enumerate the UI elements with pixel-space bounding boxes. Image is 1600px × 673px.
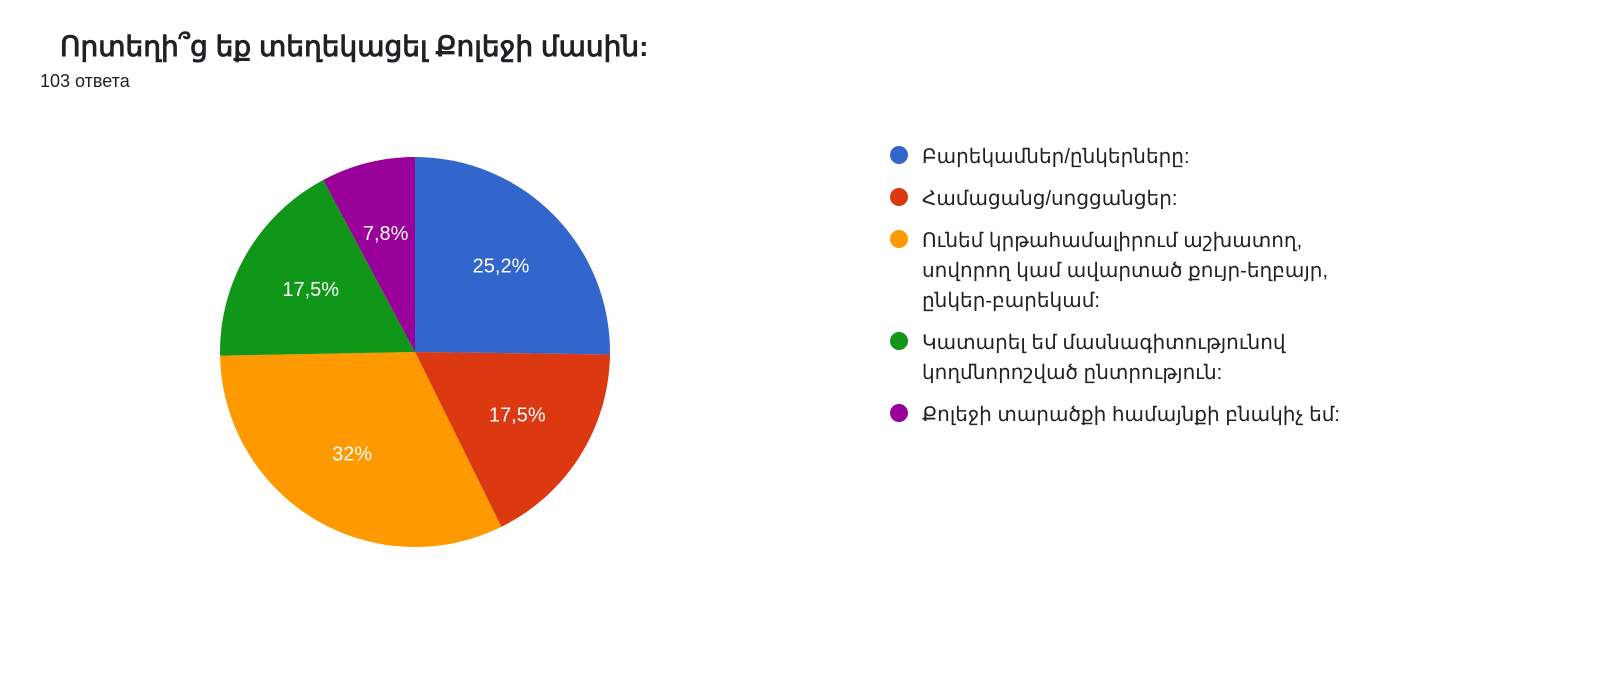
legend-swatch	[890, 188, 908, 206]
legend-swatch	[890, 230, 908, 248]
legend-swatch	[890, 404, 908, 422]
pie-slice-label: 25,2%	[473, 255, 530, 277]
legend-swatch	[890, 146, 908, 164]
legend-item: Բարեկամներ/ընկերները:	[890, 142, 1390, 172]
pie-slice-label: 17,5%	[282, 279, 339, 301]
chart-area: 25,2% 17,5% 32% 17,5% 7,8% Բարեկամներ/ընկերն…	[40, 132, 1560, 572]
legend-item: Համացանց/սոցցանցեր:	[890, 184, 1390, 214]
pie-chart: 25,2% 17,5% 32% 17,5% 7,8%	[40, 132, 790, 572]
legend: Բարեկամներ/ընկերները: Համացանց/սոցցանցեր:…	[790, 132, 1560, 442]
legend-swatch	[890, 332, 908, 350]
pie-slice-label: 32%	[332, 444, 372, 466]
legend-label: Կատարել եմ մասնագիտությունով կողմնորոշվա…	[922, 328, 1390, 388]
legend-label: Համացանց/սոցցանցեր:	[922, 184, 1177, 214]
legend-item: Ունեմ կրթահամալիրում աշխատող, սովորող կա…	[890, 226, 1390, 316]
chart-title: Որտեղի՞ց եք տեղեկացել Քոլեջի մասին:	[60, 30, 1560, 63]
pie-slice-label: 7,8%	[363, 223, 409, 245]
chart-container: Որտեղի՞ց եք տեղեկացել Քոլեջի մասին: 103 …	[0, 0, 1600, 673]
legend-label: Բարեկամներ/ընկերները:	[922, 142, 1190, 172]
pie-svg: 25,2% 17,5% 32% 17,5% 7,8%	[195, 132, 635, 572]
legend-item: Քոլեջի տարածքի համայնքի բնակիչ եմ:	[890, 400, 1390, 430]
pie-slice-label: 17,5%	[489, 405, 546, 427]
legend-label: Քոլեջի տարածքի համայնքի բնակիչ եմ:	[922, 400, 1340, 430]
legend-label: Ունեմ կրթահամալիրում աշխատող, սովորող կա…	[922, 226, 1390, 316]
legend-item: Կատարել եմ մասնագիտությունով կողմնորոշվա…	[890, 328, 1390, 388]
response-count: 103 ответа	[40, 71, 1560, 92]
